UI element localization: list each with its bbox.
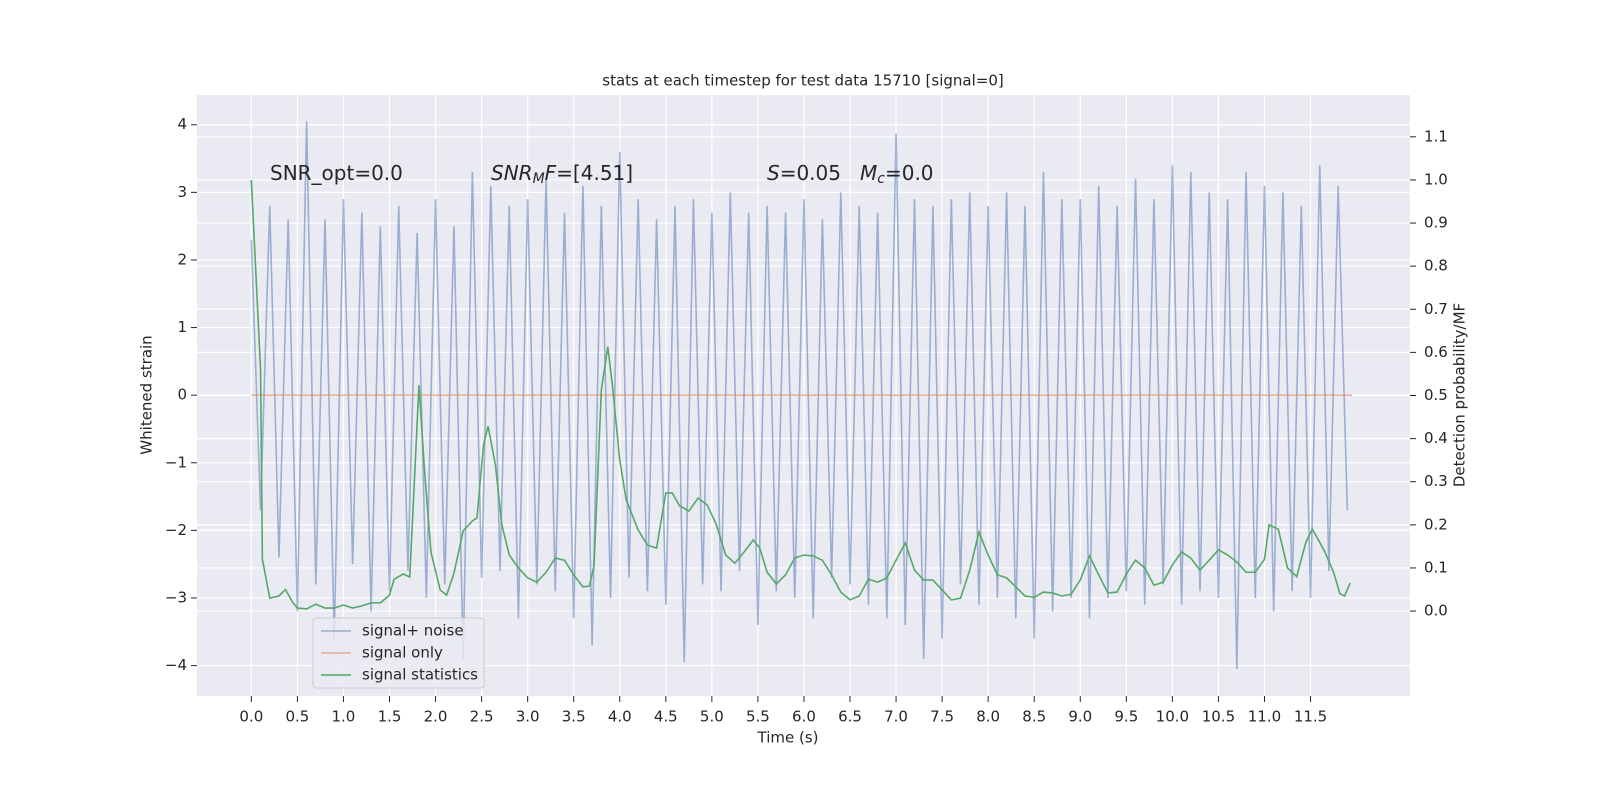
annotation-text: =0.05 (780, 161, 841, 185)
x-tick-label: 6.0 (792, 708, 816, 726)
y2-tick-label: 0.7 (1424, 300, 1448, 318)
annotation-text: SNR (491, 161, 533, 185)
chart-title: stats at each timestep for test data 157… (602, 72, 1003, 90)
legend-label: signal+ noise (362, 622, 464, 640)
y-tick-label: 2 (177, 250, 187, 268)
legend-label: signal statistics (362, 666, 478, 684)
x-tick-label: 9.5 (1114, 708, 1138, 726)
y2-tick-label: 0.8 (1424, 257, 1448, 275)
x-tick-label: 10.0 (1156, 708, 1189, 726)
x-tick-label: 0.5 (285, 708, 309, 726)
x-tick-label: 1.0 (332, 708, 356, 726)
annotation-text: S (767, 161, 780, 185)
y2-tick-label: 0.1 (1424, 558, 1448, 576)
x-axis-label: Time (s) (757, 729, 819, 747)
y-tick-label: 3 (177, 183, 187, 201)
x-tick-label: 11.5 (1294, 708, 1327, 726)
y-axis-label: Whitened strain (138, 335, 156, 454)
x-tick-label: 5.5 (746, 708, 770, 726)
x-tick-label: 2.0 (424, 708, 448, 726)
annotation-text: F (545, 161, 557, 185)
annotation-text: SNR_opt=0.0 (270, 161, 403, 185)
y2-tick-label: 0.0 (1424, 602, 1448, 620)
y2-tick-label: 0.6 (1424, 343, 1448, 361)
y2-tick-label: 0.3 (1424, 472, 1448, 490)
legend-box (312, 617, 485, 689)
x-tick-label: 5.0 (700, 708, 724, 726)
y2-axis-label: Detection probability/MF (1451, 303, 1469, 487)
y2-tick-label: 1.0 (1424, 170, 1448, 188)
y2-tick-label: 0.9 (1424, 214, 1448, 232)
annotation-text: =[4.51] (556, 161, 633, 185)
x-tick-label: 3.5 (562, 708, 586, 726)
x-tick-label: 8.5 (1022, 708, 1046, 726)
y-tick-label: −1 (165, 453, 187, 471)
x-tick-label: 4.0 (608, 708, 632, 726)
x-tick-label: 9.0 (1068, 708, 1092, 726)
y-tick-label: 0 (177, 386, 187, 404)
marks (250, 121, 1352, 669)
series-line (250, 179, 1351, 610)
y-tick-label: −4 (165, 656, 187, 674)
x-tick-label: 7.0 (884, 708, 908, 726)
legend: signal+ noise signal only signal statistic… (312, 617, 485, 689)
annotation: S=0.05 Mc=0.0 (767, 161, 934, 188)
legend-label: signal only (362, 644, 443, 662)
y-tick-label: 1 (177, 318, 187, 336)
x-tick-label: 0.0 (239, 708, 263, 726)
x-tick-label: 4.5 (654, 708, 678, 726)
y-tick-label: −3 (165, 588, 187, 606)
series-line (250, 121, 1349, 669)
y2-tick-label: 0.2 (1424, 515, 1448, 533)
annotation: SNRMF=[4.51] (491, 161, 633, 188)
annotation-text: M (860, 161, 877, 185)
x-tick-label: 11.0 (1248, 708, 1281, 726)
annotation-subscript: M (533, 171, 545, 187)
y-tick-label: −2 (165, 521, 187, 539)
x-tick-label: 2.5 (470, 708, 494, 726)
axes: 0.0 0.5 1.0 1.5 2.0 2.5 3.0 3.5 4.0 4.5 5.0 5.5 6.0 6… (165, 115, 1448, 725)
annotation-subscript: c (877, 171, 885, 187)
x-tick-label: 8.0 (976, 708, 1000, 726)
y2-tick-label: 0.5 (1424, 386, 1448, 404)
x-tick-label: 10.5 (1202, 708, 1235, 726)
annotation-text: =0.0 (885, 161, 934, 185)
x-tick-label: 3.0 (516, 708, 540, 726)
x-tick-label: 6.5 (838, 708, 862, 726)
y2-tick-label: 0.4 (1424, 429, 1448, 447)
x-tick-label: 7.5 (930, 708, 954, 726)
x-tick-label: 1.5 (378, 708, 402, 726)
annotation: SNR_opt=0.0 (270, 161, 403, 185)
y2-tick-label: 1.1 (1424, 127, 1448, 145)
y-tick-label: 4 (177, 115, 187, 133)
